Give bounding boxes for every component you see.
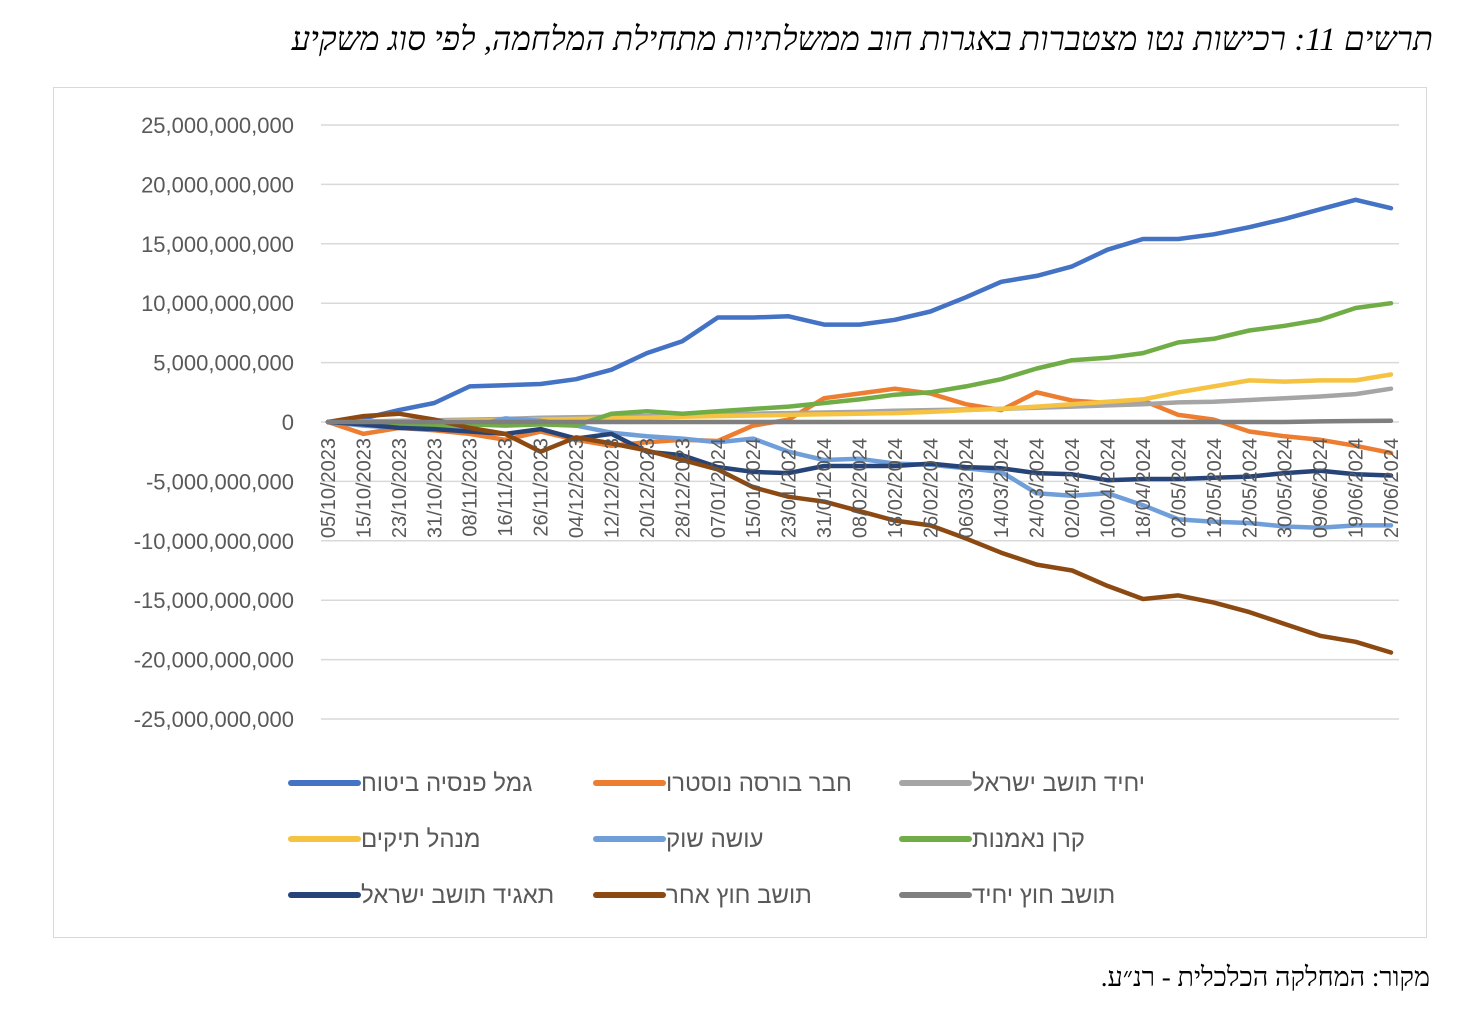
series-line <box>325 300 1394 428</box>
x-tick-label: 14/03/2024 <box>991 438 1013 538</box>
x-tick-label: 12/05/2024 <box>1204 438 1226 538</box>
y-tick-label: 25,000,000,000 <box>141 113 294 138</box>
figure-title: תרשים 11: רכישות נטו מצטברות באגרות חוב … <box>291 22 1433 58</box>
legend-label: תושב חוץ יחיד <box>972 882 1115 909</box>
x-tick-label: 10/04/2024 <box>1098 438 1120 538</box>
series-lines <box>325 197 1394 655</box>
x-tick-label: 12/12/2023 <box>602 438 624 538</box>
y-tick-label: 20,000,000,000 <box>141 172 294 197</box>
series-line <box>325 197 1394 425</box>
legend-label: תאגיד תושב ישראל <box>361 882 554 909</box>
y-tick-label: -15,000,000,000 <box>134 588 294 613</box>
legend-label: מנהל תיקים <box>361 826 480 853</box>
y-tick-label: 5,000,000,000 <box>153 351 294 376</box>
x-tick-label: 28/12/2023 <box>672 438 694 538</box>
x-tick-label: 27/06/2024 <box>1381 438 1403 538</box>
legend-label: תושב חוץ אחר <box>666 882 812 909</box>
x-tick-label: 22/05/2024 <box>1239 438 1261 538</box>
series-line <box>325 411 1394 655</box>
x-tick-label: 18/04/2024 <box>1133 438 1155 538</box>
series-line <box>325 416 1394 530</box>
legend-label: עושה שוק <box>666 826 764 853</box>
x-tick-label: 26/02/2024 <box>920 438 942 538</box>
y-tick-label: 0 <box>282 410 294 435</box>
legend-label: יחיד תושב ישראל <box>972 770 1145 797</box>
x-tick-label: 18/02/2024 <box>885 438 907 538</box>
x-tick-label: 07/01/2024 <box>708 438 730 538</box>
legend: גמל פנסיה ביטוח חבר בורסה נוסטרו יחיד תושב… <box>288 770 1145 909</box>
x-tick-label: 15/01/2024 <box>743 438 765 538</box>
y-tick-label: 10,000,000,000 <box>141 291 294 316</box>
x-tick-label: 24/03/2024 <box>1027 438 1049 538</box>
x-tick-label: 04/12/2023 <box>566 438 588 538</box>
y-tick-label: -20,000,000,000 <box>134 648 294 673</box>
x-tick-label: 30/05/2024 <box>1275 438 1297 538</box>
y-axis-ticks: 25,000,000,000 20,000,000,000 15,000,000,0… <box>134 113 294 732</box>
x-tick-label: 23/01/2024 <box>779 438 801 538</box>
y-tick-label: 15,000,000,000 <box>141 232 294 257</box>
y-tick-label: -25,000,000,000 <box>134 707 294 732</box>
x-tick-label: 06/03/2024 <box>956 438 978 538</box>
legend-label: חבר בורסה נוסטרו <box>666 770 852 797</box>
chart-area: 25,000,000,000 20,000,000,000 15,000,000,0… <box>53 87 1427 938</box>
x-tick-label: 31/01/2024 <box>814 438 836 538</box>
y-tick-label: -5,000,000,000 <box>146 469 294 494</box>
x-tick-label: 23/10/2023 <box>389 438 411 538</box>
y-tick-label: -10,000,000,000 <box>134 529 294 554</box>
legend-label: קרן נאמנות <box>972 826 1085 853</box>
line-chart: 25,000,000,000 20,000,000,000 15,000,000,0… <box>134 113 1403 909</box>
x-tick-label: 31/10/2023 <box>424 438 446 538</box>
legend-label: גמל פנסיה ביטוח <box>361 770 532 797</box>
series-line <box>325 386 1394 456</box>
x-tick-label: 08/02/2024 <box>850 438 872 538</box>
x-axis-ticks: 05/10/2023 15/10/2023 23/10/2023 31/10/2023… <box>318 438 1403 538</box>
x-tick-label: 15/10/2023 <box>353 438 375 538</box>
x-tick-label: 05/10/2023 <box>318 438 340 538</box>
x-tick-label: 08/11/2023 <box>460 438 482 537</box>
x-tick-label: 02/05/2024 <box>1168 438 1190 538</box>
x-tick-label: 26/11/2023 <box>531 438 553 537</box>
x-tick-label: 16/11/2023 <box>495 438 517 537</box>
x-tick-label: 19/06/2024 <box>1346 438 1368 538</box>
x-tick-label: 02/04/2024 <box>1062 438 1084 538</box>
x-tick-label: 09/06/2024 <box>1310 438 1332 538</box>
x-tick-label: 20/12/2023 <box>637 438 659 538</box>
source-note: מקור: המחלקה הכלכלית - רנ״ע. <box>1100 962 1430 992</box>
series-line <box>325 418 1394 425</box>
